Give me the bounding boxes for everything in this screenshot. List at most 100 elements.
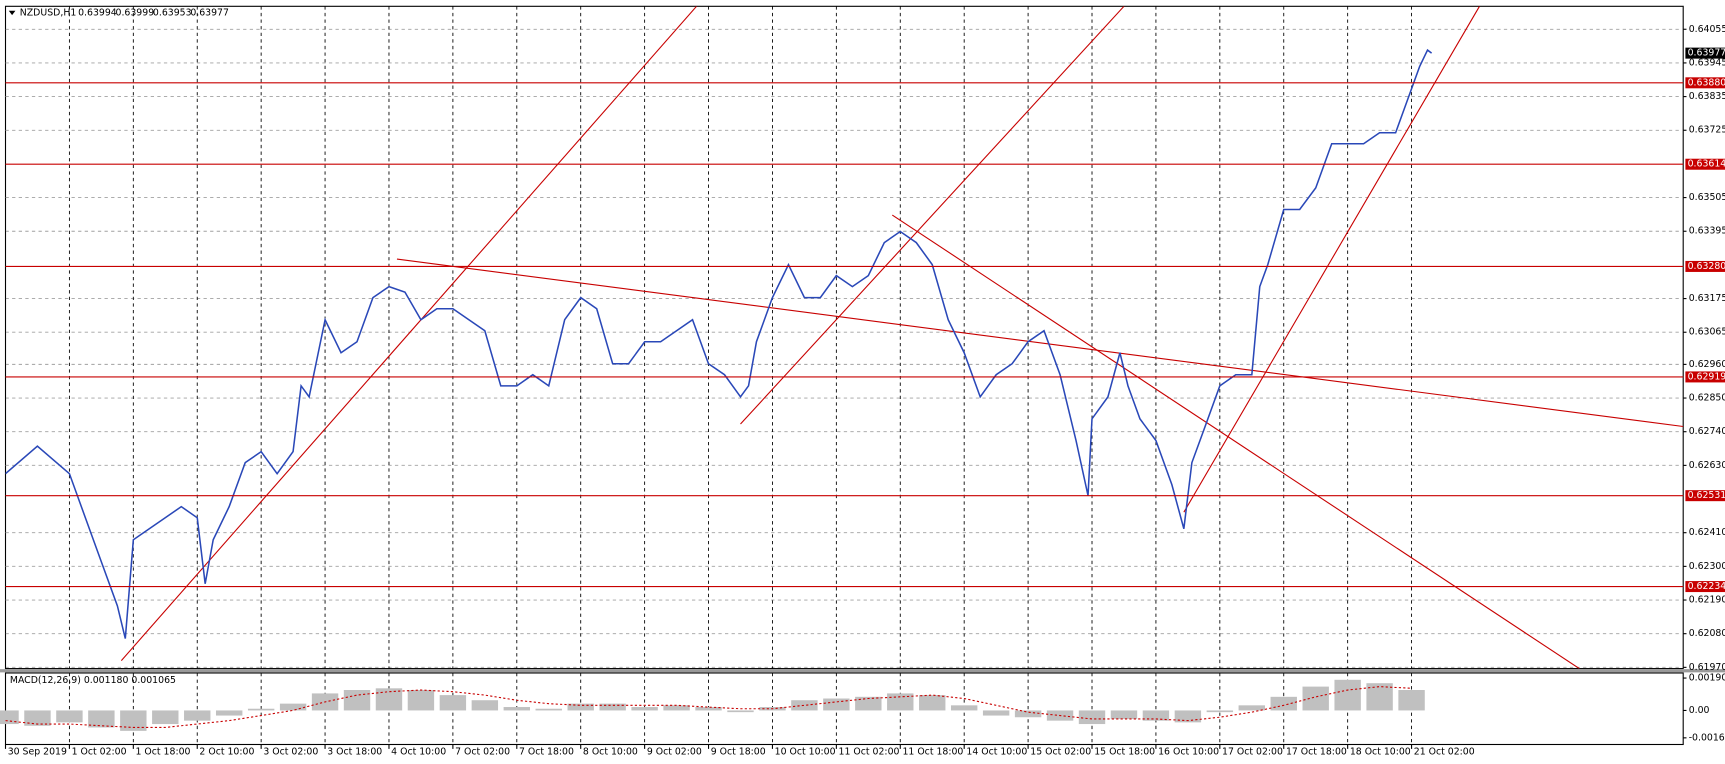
x-tick-label: 9 Oct 02:00	[647, 747, 702, 758]
menu-arrow[interactable]	[8, 10, 16, 16]
macd-bar	[631, 707, 658, 711]
x-tick-label: 15 Oct 18:00	[1094, 747, 1155, 758]
y-tick-label: 0.61970	[1689, 662, 1725, 673]
x-tick-label: 16 Oct 10:00	[1158, 747, 1219, 758]
x-tick-label: 4 Oct 10:00	[391, 747, 446, 758]
macd-bar	[375, 688, 403, 711]
x-tick-label: 21 Oct 02:00	[1414, 747, 1475, 758]
y-tick-label: 0.62080	[1689, 628, 1725, 639]
macd-bar	[1270, 696, 1297, 711]
y-tick-label: 0.62190	[1689, 595, 1725, 606]
y-tick-label: 0.63835	[1689, 91, 1725, 102]
current-price-box	[1685, 47, 1725, 59]
level-label-box	[1685, 260, 1725, 272]
x-tick-label: 17 Oct 18:00	[1286, 747, 1347, 758]
high-price: 0.63999	[116, 7, 155, 18]
macd-label: MACD(12,26,9) 0.001180 0.001065	[10, 675, 176, 686]
macd-bar	[950, 705, 978, 711]
x-tick-label: 7 Oct 02:00	[455, 747, 510, 758]
symbol-title: NZDUSD,H1	[20, 7, 77, 18]
level-label: 0.63880	[1688, 77, 1725, 88]
macd-bar	[88, 710, 115, 728]
macd-bar	[1014, 710, 1042, 718]
macd-bar	[982, 710, 1010, 716]
x-tick-label: 2 Oct 10:00	[199, 747, 254, 758]
low-price: 0.63953	[153, 7, 192, 18]
trendline	[740, 6, 1125, 425]
macd-bar	[919, 695, 946, 711]
price-line	[5, 48, 1433, 639]
macd-bar	[0, 710, 19, 725]
x-tick-label: 1 Oct 18:00	[136, 747, 191, 758]
macd-bar	[1078, 710, 1106, 725]
y-tick-label: 0.63395	[1689, 226, 1725, 237]
macd-bar	[279, 703, 307, 711]
y-tick-label: 0.63065	[1689, 327, 1725, 338]
grid-layer	[5, 6, 1684, 669]
macd-bar	[1110, 710, 1138, 719]
x-tick-label: 10 Oct 10:00	[775, 747, 836, 758]
x-tick-label: 3 Oct 02:00	[263, 747, 318, 758]
macd-bar	[1398, 690, 1425, 711]
x-tick-label: 11 Oct 02:00	[839, 747, 900, 758]
macd-bar	[1174, 710, 1202, 723]
x-tick-label: 11 Oct 18:00	[902, 747, 963, 758]
y-tick-label: 0.62850	[1689, 393, 1725, 404]
level-label-box	[1685, 77, 1725, 89]
open-price: 0.63994	[78, 7, 117, 18]
macd-bar	[184, 710, 211, 721]
y-tick-label: 0.64055	[1689, 24, 1725, 35]
level-label-box	[1685, 490, 1725, 502]
x-tick-label: 3 Oct 18:00	[327, 747, 382, 758]
macd-bar	[663, 705, 690, 711]
x-tick-label: 30 Sep 2019	[8, 747, 67, 758]
x-tick-label: 9 Oct 18:00	[711, 747, 766, 758]
macd-bar	[1142, 710, 1170, 721]
trendline	[1183, 6, 1480, 513]
macd-tick-label: 0.00	[1689, 705, 1710, 716]
macd-bar	[343, 690, 371, 711]
y-tick-label: 0.63945	[1689, 57, 1725, 68]
macd-tick-label: 0.001902	[1689, 673, 1725, 684]
macd-signal	[5, 686, 1412, 728]
macd-bar	[503, 707, 530, 711]
macd-bar	[535, 708, 562, 711]
x-tick-label: 17 Oct 02:00	[1222, 747, 1283, 758]
macd-bar	[599, 703, 626, 711]
macd-bar	[439, 695, 467, 711]
y-tick-label: 0.63505	[1689, 192, 1725, 203]
y-tick-label: 0.62300	[1689, 561, 1725, 572]
y-tick-label: 0.62740	[1689, 426, 1725, 437]
y-tick-label: 0.62960	[1689, 359, 1725, 370]
close-price: 0.63977	[190, 7, 229, 18]
macd-bar	[791, 700, 818, 711]
macd-bar	[407, 690, 435, 711]
trendline	[396, 258, 1684, 428]
macd-bar	[567, 703, 594, 711]
macd-bar	[695, 707, 722, 711]
level-label-box	[1685, 581, 1725, 593]
macd-bar	[120, 710, 147, 731]
level-label: 0.62234	[1688, 581, 1725, 592]
macd-bar	[215, 710, 243, 716]
macd-bar	[855, 696, 882, 711]
macd-bar	[1206, 710, 1234, 713]
macd-bar	[1366, 683, 1393, 711]
level-label: 0.62919	[1688, 371, 1725, 382]
y-tick-label: 0.63175	[1689, 293, 1725, 304]
macd-bar	[1238, 705, 1265, 711]
level-label: 0.63614	[1688, 159, 1725, 170]
macd-bar	[1334, 679, 1361, 711]
y-tick-label: 0.63725	[1689, 125, 1725, 136]
level-label: 0.63280	[1688, 261, 1725, 272]
level-label-box	[1685, 371, 1725, 383]
x-tick-label: 1 Oct 02:00	[72, 747, 127, 758]
macd-bar	[247, 708, 275, 711]
macd-bar	[887, 693, 914, 711]
macd-tick-label: -0.00161	[1689, 732, 1725, 743]
x-tick-label: 18 Oct 10:00	[1350, 747, 1411, 758]
trendline	[891, 214, 1580, 669]
